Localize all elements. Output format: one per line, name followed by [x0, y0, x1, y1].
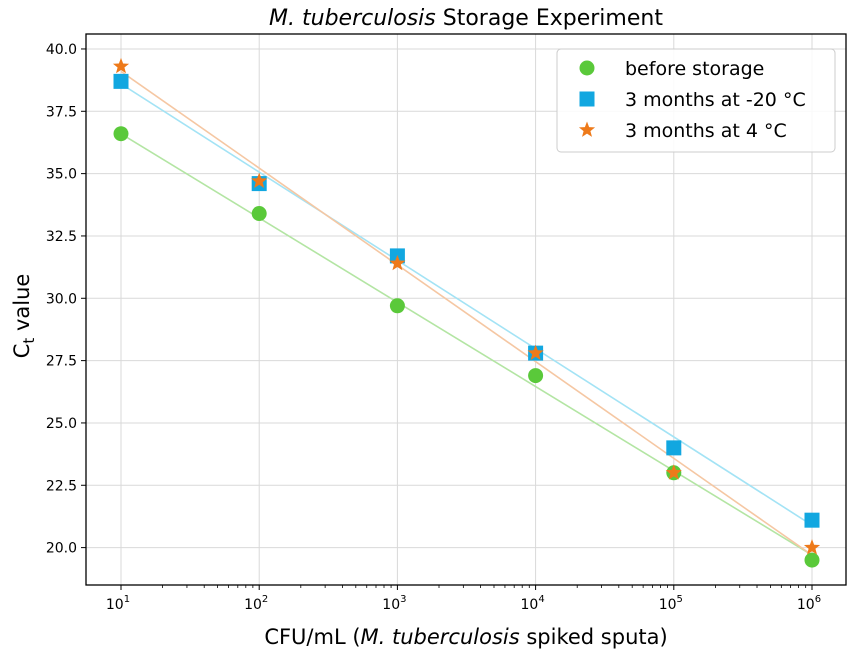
x-axis-label-italic: M. tuberculosis — [361, 625, 520, 649]
y-tick-label: 25.0 — [46, 416, 77, 432]
y-tick-label: 40.0 — [46, 42, 77, 58]
data-point — [804, 552, 820, 568]
data-point — [112, 57, 130, 74]
fit-line — [120, 133, 813, 556]
chart-title-italic: M. tuberculosis — [269, 6, 436, 31]
x-tick-label: 104 — [520, 594, 544, 613]
y-axis-label-main: C — [10, 344, 34, 359]
data-point — [251, 206, 267, 222]
x-axis-label-post: spiked sputa) — [520, 625, 668, 649]
data-point — [527, 344, 544, 361]
data-point — [389, 254, 406, 271]
x-tick-label: 103 — [382, 594, 406, 613]
x-axis-label-pre: CFU/mL ( — [264, 625, 360, 649]
legend-label: before storage — [625, 58, 764, 80]
legend-marker — [579, 91, 595, 107]
y-tick-label: 20.0 — [46, 541, 77, 557]
x-tick-label: 101 — [106, 594, 130, 613]
data-point — [528, 368, 544, 384]
data-point — [666, 440, 682, 456]
y-tick-label: 22.5 — [46, 478, 77, 494]
data-point — [389, 298, 405, 314]
y-axis-label-sub: t — [20, 338, 38, 344]
data-point — [804, 512, 820, 528]
grid — [86, 34, 846, 585]
legend-label: 3 months at 4 °C — [625, 120, 787, 142]
x-tick-label: 102 — [244, 594, 268, 613]
y-tick-label: 37.5 — [46, 104, 77, 120]
x-tick-label: 105 — [659, 594, 683, 613]
axis-ticks: 101 102 103 104 105 106 20.0 22.5 25.0 27.5 30.0 32… — [46, 42, 821, 613]
fit-line — [120, 70, 813, 556]
y-tick-label: 35.0 — [46, 167, 77, 183]
series-star — [112, 57, 821, 555]
y-tick-label: 30.0 — [46, 291, 77, 307]
x-tick-label: 106 — [797, 594, 821, 613]
y-axis-label: Ct value — [10, 274, 38, 359]
y-axis-label-post: value — [10, 274, 34, 338]
data-point — [665, 464, 682, 480]
legend: before storage 3 months at -20 °C 3 months… — [556, 48, 836, 153]
data-point — [803, 539, 821, 555]
y-tick-label: 27.5 — [46, 354, 77, 370]
chart-title-rest: Storage Experiment — [436, 6, 664, 31]
chart-title: M. tuberculosis Storage Experiment — [269, 6, 663, 31]
fit-line — [120, 83, 813, 526]
data-point — [113, 126, 129, 142]
legend-box — [556, 48, 836, 153]
x-axis-label: CFU/mL (M. tuberculosis spiked sputa) — [264, 625, 667, 649]
fit-lines — [120, 70, 813, 556]
legend-marker — [578, 121, 596, 137]
data-points — [112, 57, 821, 568]
plot-frame — [85, 33, 847, 586]
data-point — [113, 73, 129, 89]
y-tick-label: 32.5 — [46, 229, 77, 245]
data-point — [251, 172, 268, 188]
legend-marker — [579, 60, 595, 76]
legend-label: 3 months at -20 °C — [625, 89, 806, 111]
